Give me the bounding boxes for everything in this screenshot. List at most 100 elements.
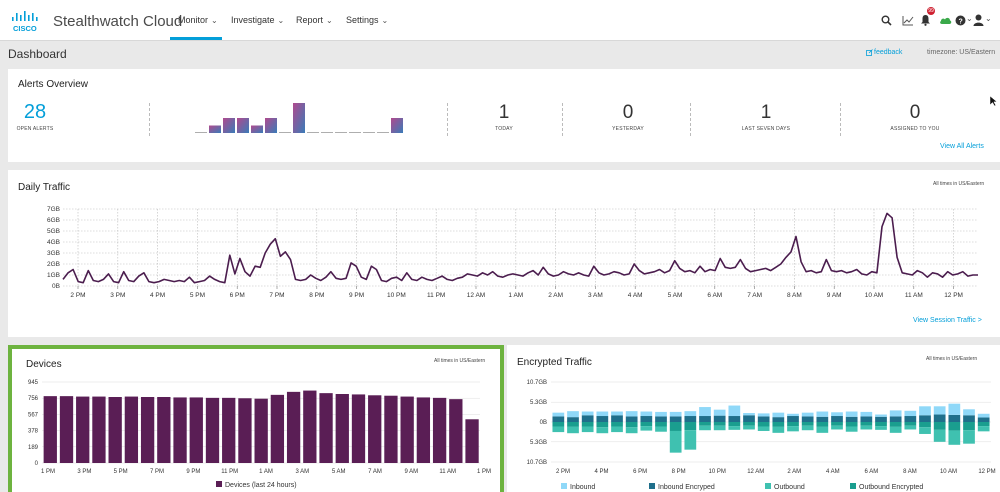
y-tick-label: 189 (28, 445, 39, 451)
yesterday-kpi[interactable]: 0 YESTERDAY (588, 102, 668, 132)
inbound-bar (552, 412, 565, 417)
outbound-encrypted-bar (611, 422, 623, 427)
y-tick-label: 5GB (47, 228, 60, 235)
cloud-icon[interactable] (939, 16, 952, 25)
x-tick-label: 12 PM (978, 469, 995, 475)
nav-report[interactable]: Report ⌄ (296, 15, 333, 25)
devices-chart: 0 189 378 567 756 945 1 PM 3 PM 5 PM 7 PM 9 PM 11 P… (28, 380, 491, 489)
view-session-traffic-link[interactable]: View Session Traffic > (913, 317, 982, 324)
help-icon[interactable]: ? (955, 15, 966, 26)
divider (447, 103, 448, 136)
devices-bar (303, 390, 317, 463)
inbound-bar (669, 411, 682, 417)
outbound-encrypted-bar (669, 422, 682, 431)
x-tick-label: 3 PM (77, 469, 91, 475)
nav-monitor[interactable]: Monitor ⌄ (178, 15, 218, 25)
notification-badge: 99 (927, 7, 935, 15)
devices-bar (173, 397, 187, 463)
x-tick-label: 9 PM (186, 469, 200, 475)
chevron-down-icon[interactable]: ⌄ (985, 14, 992, 23)
user-icon[interactable] (973, 14, 984, 26)
chevron-down-icon: ⌄ (277, 16, 285, 25)
inbound-encrypted-bar (948, 414, 961, 422)
x-tick-label: 5 AM (332, 469, 346, 475)
assigned-to-you-kpi[interactable]: 0 ASSIGNED TO YOU (875, 102, 955, 132)
outbound-bar (640, 426, 653, 431)
sparkline-bar (237, 118, 249, 133)
feedback-link[interactable]: feedback (874, 49, 903, 56)
x-tick-label: 12 AM (467, 292, 485, 299)
chevron-down-icon: ⌄ (381, 16, 389, 25)
cisco-logo[interactable]: CISCO (10, 9, 46, 35)
outbound-encrypted-bar (860, 422, 873, 426)
x-tick-label: 10 AM (865, 292, 883, 299)
last-seven-days-kpi[interactable]: 1 LAST SEVEN DAYS (726, 102, 806, 132)
outbound-encrypted-bar (977, 422, 990, 427)
x-tick-label: 5 PM (190, 292, 205, 299)
outbound-encrypted-bar (713, 422, 726, 426)
inbound-encrypted-bar (552, 416, 565, 422)
outbound-encrypted-bar (963, 422, 975, 431)
outbound-encrypted-bar (625, 422, 638, 428)
y-tick-label: 0B (540, 420, 547, 426)
chevron-down-icon[interactable]: ⌄ (966, 14, 973, 23)
x-tick-label: 2 PM (70, 292, 85, 299)
outbound-bar (655, 426, 667, 432)
y-tick-label: 0 (35, 461, 39, 467)
x-tick-label: 4 AM (628, 292, 643, 299)
devices-bar (465, 419, 479, 463)
inbound-bar (772, 412, 785, 418)
inbound-encrypted-bar (963, 415, 975, 422)
encrypted-traffic-timezone-note: All times in US/Eastern (926, 356, 978, 362)
view-all-alerts-link[interactable]: View All Alerts (940, 143, 984, 150)
outbound-bar (743, 425, 755, 430)
inbound-encrypted-bar (728, 416, 741, 422)
x-tick-label: 1 AM (259, 469, 273, 475)
outbound-bar (757, 426, 770, 431)
assigned-to-you-value: 0 (909, 102, 921, 123)
inbound-encrypted-bar (684, 416, 697, 422)
inbound-bar (933, 406, 946, 415)
x-tick-label: 10 AM (940, 469, 957, 475)
devices-bar (124, 396, 139, 463)
alerts-sparkline (195, 103, 403, 133)
inbound-bar (684, 411, 697, 417)
inbound-encrypted-bar (699, 416, 711, 422)
x-tick-label: 9 AM (404, 469, 418, 475)
x-tick-label: 6 PM (633, 469, 647, 475)
devices-bar (59, 396, 74, 463)
bell-icon[interactable] (920, 14, 931, 26)
inbound-bar (640, 411, 653, 417)
outbound-bar (596, 427, 609, 434)
x-tick-label: 2 PM (556, 469, 570, 475)
legend-label: Outbound Encrypted (859, 484, 923, 491)
devices-bar (76, 396, 90, 463)
sparkline-bar (349, 132, 361, 133)
x-tick-label: 6 AM (707, 292, 722, 299)
outbound-encrypted-bar (948, 422, 961, 431)
nav-investigate[interactable]: Investigate ⌄ (231, 15, 284, 25)
outbound-bar (845, 426, 858, 432)
divider (149, 103, 150, 136)
inbound-encrypted-bar (713, 415, 726, 422)
inbound-encrypted-bar (611, 415, 623, 422)
sparkline-bar (265, 118, 277, 133)
inbound-bar (655, 411, 667, 417)
outbound-encrypted-bar (581, 422, 594, 427)
devices-bar (416, 397, 431, 463)
outbound-bar (977, 426, 990, 432)
open-alerts-kpi[interactable]: 28 OPEN ALERTS (10, 101, 60, 132)
y-tick-label: 4GB (47, 239, 60, 246)
x-tick-label: 7 AM (747, 292, 762, 299)
chart-icon[interactable] (902, 15, 914, 26)
devices-bar (238, 398, 252, 463)
devices-bar (254, 398, 268, 463)
outbound-bar (787, 426, 799, 432)
legend-swatch (561, 483, 567, 489)
search-icon[interactable] (881, 15, 892, 26)
external-link-icon[interactable] (866, 49, 873, 56)
today-kpi[interactable]: 1 TODAY (474, 102, 534, 132)
sparkline-bar (293, 103, 305, 133)
y-tick-label: 10.7GB (527, 460, 547, 466)
nav-settings[interactable]: Settings ⌄ (346, 15, 388, 25)
